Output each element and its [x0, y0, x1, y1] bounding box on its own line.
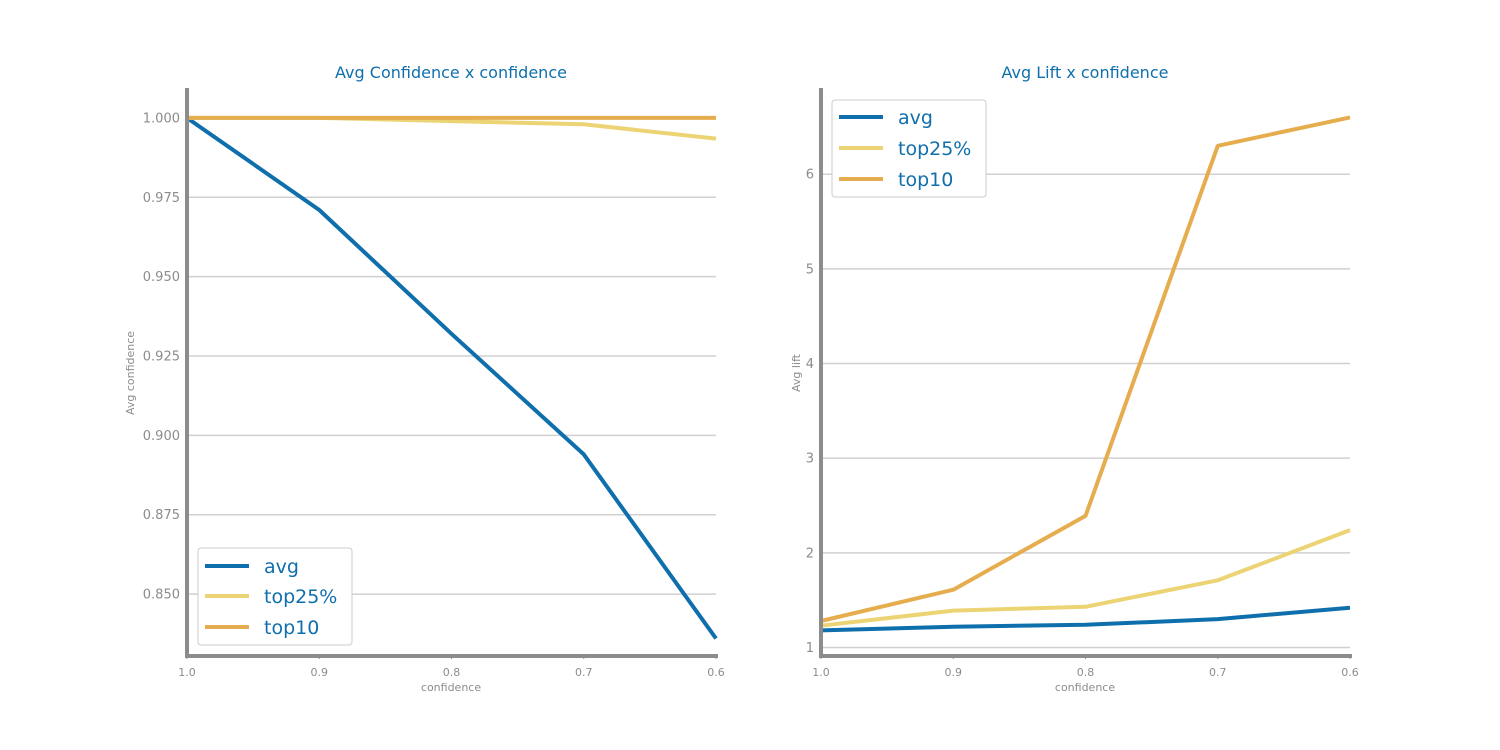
y-tick-label: 4 — [806, 357, 814, 372]
x-tick-label: 0.7 — [1209, 666, 1227, 679]
y-tick-label: 0.950 — [143, 270, 180, 285]
lift-chart-panel: Avg Lift x confidence 6 5 4 3 2 1 1.0 0.9 0.8 0.… — [790, 63, 1359, 694]
y-axis-label: Avg lift — [790, 353, 803, 392]
series-line-top25 — [187, 115, 717, 141]
x-tick-label: 0.8 — [443, 666, 461, 679]
series-line-top25 — [820, 528, 1351, 628]
x-axis-label: confidence — [421, 681, 481, 694]
legend: avg top25% top10 — [831, 99, 987, 198]
y-tick-label: 0.875 — [143, 508, 180, 523]
legend-label-avg: avg — [898, 107, 933, 129]
series-lines — [185, 115, 718, 640]
legend-label-top25: top25% — [898, 138, 971, 160]
y-tick-label: 0.900 — [143, 429, 180, 444]
y-tick-label: 1.000 — [143, 111, 180, 126]
x-tick-label: 0.9 — [311, 666, 329, 679]
y-tick-label: 6 — [806, 168, 814, 183]
y-tick-labels: 6 5 4 3 2 1 — [806, 168, 814, 656]
legend-label-top10: top10 — [264, 617, 319, 639]
legend-frame — [197, 547, 353, 646]
y-tick-label: 1 — [806, 641, 814, 656]
series-lines — [820, 115, 1351, 633]
x-tick-label: 1.0 — [178, 666, 196, 679]
x-tick-label: 1.0 — [812, 666, 830, 679]
y-tick-labels: 1.000 0.975 0.950 0.925 0.900 0.875 0.850 — [143, 111, 180, 602]
series-line-top10 — [820, 115, 1351, 623]
x-axis-label: confidence — [1055, 681, 1115, 694]
legend-label-top10: top10 — [898, 169, 953, 191]
y-tick-label: 3 — [806, 452, 814, 467]
y-axis-label: Avg confidence — [124, 331, 137, 415]
y-tick-label: 0.925 — [143, 350, 180, 365]
y-tick-label: 2 — [806, 546, 814, 561]
gridlines — [187, 117, 716, 595]
series-line-avg — [185, 116, 718, 640]
chart-title: Avg Lift x confidence — [1002, 63, 1169, 82]
legend-label-top25: top25% — [264, 586, 337, 608]
x-tick-labels: 1.0 0.9 0.8 0.7 0.6 — [178, 654, 725, 679]
confidence-chart-panel: Avg Confidence x confidence 1.000 0.975 0.… — [124, 63, 725, 694]
gridlines — [821, 173, 1350, 649]
y-tick-label: 0.975 — [143, 191, 180, 206]
chart-title: Avg Confidence x confidence — [335, 63, 567, 82]
legend-label-avg: avg — [264, 556, 299, 578]
y-tick-label: 0.850 — [143, 588, 180, 603]
x-tick-label: 0.6 — [707, 666, 725, 679]
legend-frame — [831, 99, 987, 198]
x-tick-label: 0.9 — [945, 666, 963, 679]
x-tick-label: 0.8 — [1077, 666, 1095, 679]
y-tick-label: 5 — [806, 262, 814, 277]
x-tick-labels: 1.0 0.9 0.8 0.7 0.6 — [812, 654, 1359, 679]
legend: avg top25% top10 — [197, 547, 353, 646]
series-line-avg — [820, 605, 1351, 633]
x-tick-label: 0.7 — [575, 666, 593, 679]
x-tick-label: 0.6 — [1341, 666, 1359, 679]
